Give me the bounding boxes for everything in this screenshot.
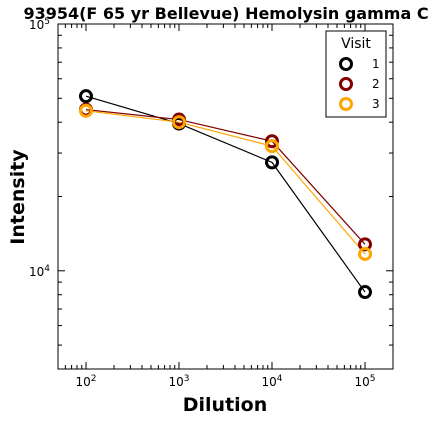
y-axis-label: Intensity	[7, 149, 29, 245]
legend-label-2: 2	[372, 77, 380, 91]
legend-label-1: 1	[372, 57, 380, 71]
data-point-series-1	[265, 155, 280, 170]
data-point-series-3	[171, 115, 186, 130]
legend: Visit 1 2 3	[325, 30, 387, 118]
x-tick-label: 103	[168, 374, 189, 389]
x-tick-label: 102	[75, 374, 96, 389]
x-axis-label: Dilution	[183, 394, 268, 416]
chart-title: 93954(F 65 yr Bellevue) Hemolysin gamma …	[23, 4, 428, 23]
data-point-series-1	[358, 285, 373, 300]
series-line-1	[85, 95, 366, 293]
y-tick-label: 105	[29, 17, 50, 32]
legend-box	[325, 30, 387, 118]
series-line-2	[85, 108, 366, 245]
data-point-series-3	[358, 246, 373, 261]
legend-label-3: 3	[372, 97, 380, 111]
x-tick-label: 105	[354, 374, 375, 389]
series-line-3	[85, 110, 366, 255]
x-tick-label: 104	[261, 374, 282, 389]
legend-marker-3	[339, 97, 353, 111]
data-point-series-3	[78, 103, 93, 118]
series-lines	[85, 95, 366, 293]
axis-ticks: 102 103 104 105 104 105	[29, 17, 394, 389]
legend-marker-2	[339, 77, 353, 91]
y-tick-label: 104	[29, 264, 50, 279]
data-point-series-3	[265, 139, 280, 154]
legend-marker-1	[339, 57, 353, 71]
series-markers	[78, 89, 373, 300]
data-point-series-1	[78, 89, 93, 104]
data-point-series-2	[265, 134, 280, 149]
legend-title: Visit	[341, 36, 371, 52]
